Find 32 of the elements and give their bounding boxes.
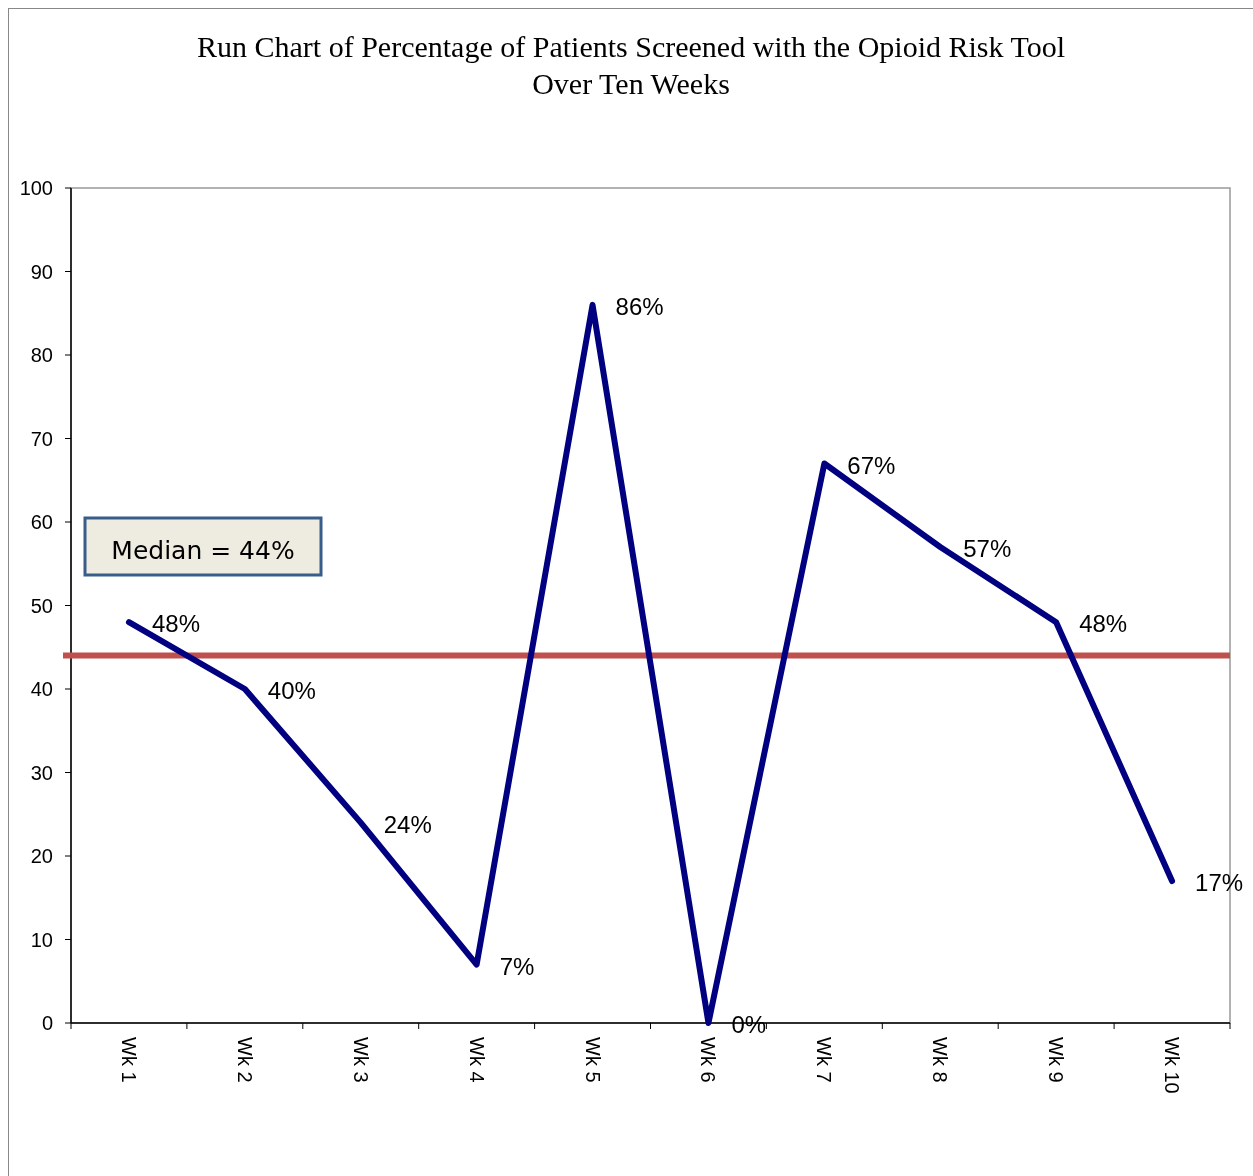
x-tick-label: Wk 9 [1045,1037,1068,1083]
data-label: 67% [847,451,896,479]
data-label: 40% [267,677,316,704]
data-label: 57% [963,535,1012,563]
x-tick-label: Wk 7 [813,1037,836,1083]
y-tick-label: 30 [30,761,53,784]
y-tick-label: 60 [30,511,53,533]
y-tick-label: 80 [30,344,53,366]
y-tick-label: 40 [30,678,53,700]
data-label: 86% [615,292,664,320]
x-tick-label: Wk 1 [117,1037,140,1083]
annotation: Median = 44% [111,536,295,565]
x-tick-label: Wk 4 [465,1037,488,1083]
x-tick-label: Wk 8 [929,1037,952,1083]
data-label: 48% [1079,610,1128,638]
y-tick-label: 20 [30,845,53,867]
y-tick-label: 0 [41,1012,53,1034]
chart-title: Run Chart of Percentage of Patients Screened with the Opioid Risk Tool Over Ten Weeks [196,30,1066,100]
y-tick-label: 100 [19,177,53,199]
data-label: 7% [499,952,535,980]
y-tick-label: 10 [30,928,53,951]
y-tick-label: 70 [30,427,53,450]
x-tick-label: Wk 5 [581,1037,604,1083]
data-label: 48% [151,610,200,638]
x-tick-label: Wk 6 [697,1037,720,1083]
y-tick-label: 90 [30,260,53,283]
x-tick-label: Wk 3 [349,1037,372,1083]
data-label: 24% [383,810,432,838]
x-tick-label: Wk 2 [233,1037,256,1083]
y-tick-label: 50 [30,594,53,617]
x-tick-label: Wk 10 [1161,1037,1184,1094]
data-label: 17% [1195,869,1244,897]
